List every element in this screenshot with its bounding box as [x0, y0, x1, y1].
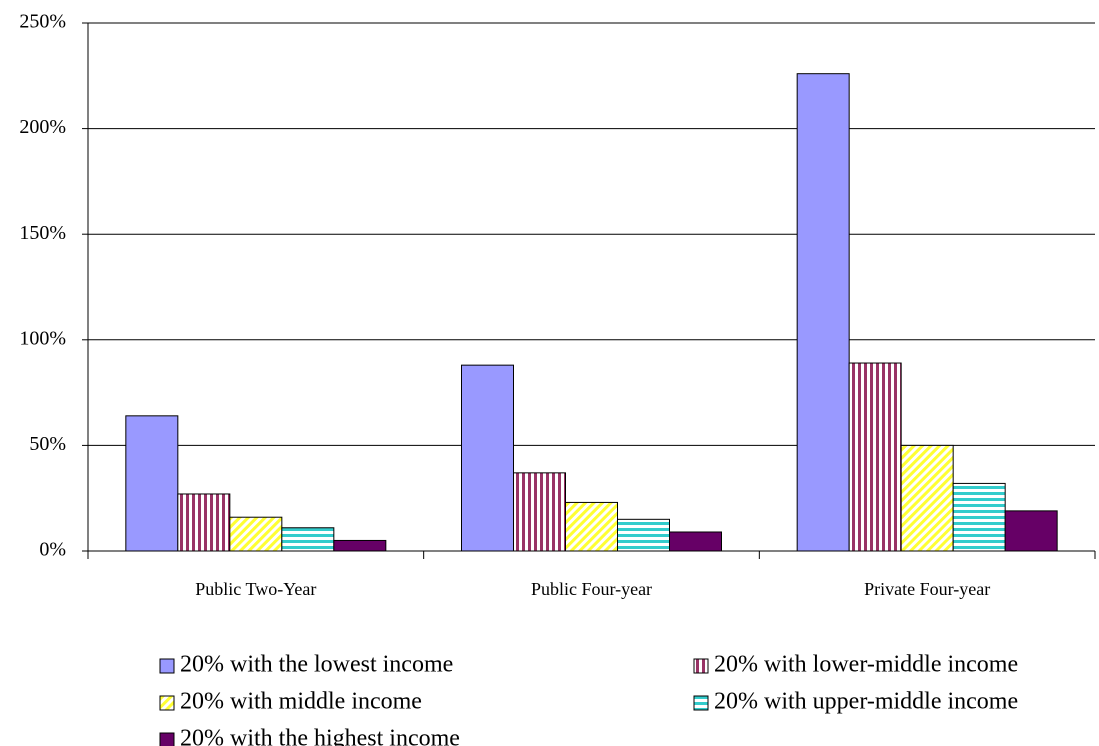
y-tick-label: 50% [29, 433, 66, 455]
bar [333, 539, 387, 552]
y-tick-label: 150% [19, 222, 66, 244]
y-tick-label: 250% [19, 11, 66, 33]
bar [848, 362, 902, 552]
bar [900, 444, 954, 552]
bar [669, 531, 722, 552]
bar [565, 501, 618, 552]
legend-swatch [159, 732, 175, 746]
bar [125, 415, 179, 552]
x-tick-label: Public Two-Year [195, 579, 316, 599]
legend-swatch [693, 658, 709, 674]
legend-swatch [693, 695, 709, 711]
legend-swatch [159, 658, 175, 674]
legend-label: 20% with middle income [180, 689, 422, 715]
bar [461, 364, 514, 552]
y-tick-label: 100% [19, 327, 66, 349]
y-tick-label: 200% [19, 116, 66, 138]
bar [177, 493, 231, 552]
legend-label: 20% with lower-middle income [714, 652, 1018, 678]
bar [1004, 510, 1058, 552]
bar [513, 472, 566, 552]
bar [796, 73, 850, 552]
y-tick-label: 0% [39, 539, 66, 561]
bar [229, 516, 283, 552]
x-tick-label: Private Four-year [864, 579, 990, 599]
bar [281, 527, 335, 552]
legend-label: 20% with upper-middle income [714, 689, 1018, 715]
x-tick-label: Public Four-year [531, 579, 652, 599]
legend-label: 20% with the highest income [180, 726, 460, 746]
legend-swatch [159, 695, 175, 711]
bar [952, 482, 1006, 552]
bar [617, 518, 670, 552]
legend-label: 20% with the lowest income [180, 652, 453, 678]
